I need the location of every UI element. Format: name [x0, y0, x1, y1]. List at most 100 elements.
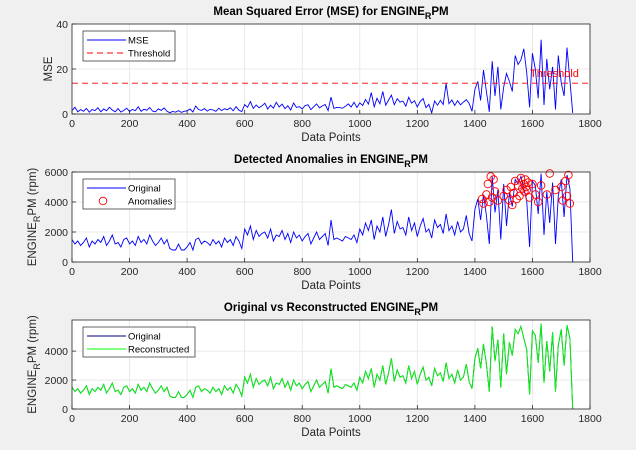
y-tick-label: 0 — [62, 257, 68, 269]
x-tick-label-text: 1000 — [348, 118, 372, 130]
legend: MSE Threshold — [82, 30, 176, 62]
x-tick-label: 1800 — [578, 266, 602, 278]
x-tick-label-text: 1200 — [406, 413, 430, 425]
y-tick-label: 2000 — [45, 227, 69, 239]
x-tick-label: 400 — [178, 118, 196, 130]
x-tick-label-text: 600 — [236, 266, 254, 278]
anomaly-marker — [502, 185, 511, 195]
y-tick-label: 6000 — [45, 167, 69, 179]
y-tick-label: 4000 — [45, 346, 69, 358]
legend-entry-text: Anomalies — [128, 197, 173, 208]
original-series-line — [72, 173, 574, 262]
legend-entry-label: Original — [128, 332, 161, 343]
legend-entry-text: Original — [128, 184, 161, 195]
legend-entry-text: Threshold — [128, 49, 170, 60]
anomaly-marker — [545, 169, 554, 178]
anomaly-marker — [565, 199, 575, 208]
anomaly-marker — [479, 199, 488, 208]
y-tick-label-text: 40 — [56, 19, 68, 31]
legend-entry-label: MSE — [128, 36, 149, 47]
x-tick-label-text: 1000 — [348, 266, 372, 278]
legend-box — [82, 326, 196, 358]
x-tick-label: 1000 — [348, 413, 372, 425]
x-tick-label: 1000 — [348, 266, 372, 278]
legend-box — [82, 30, 176, 62]
axes-border — [71, 319, 591, 410]
legend: Original Reconstructed — [82, 326, 196, 358]
legend-entry-text: Original — [128, 332, 161, 343]
subplot-2: 0 200 400 600 800 1000 1200 1400 1600 1800 0 2000 40… — [27, 154, 602, 292]
y-tick-label: 40 — [56, 19, 68, 31]
x-axis-label: Data Points — [301, 427, 361, 439]
x-tick-label-text: 0 — [69, 413, 75, 425]
reconstructed-series-line — [72, 323, 574, 409]
x-tick-label: 400 — [178, 413, 196, 425]
x-axis-label: Data Points — [301, 132, 361, 144]
x-tick-label: 600 — [236, 118, 254, 130]
plot-area — [72, 323, 574, 409]
anomaly-marker — [508, 200, 517, 210]
y-tick-label-text: 4000 — [45, 197, 69, 209]
x-tick-label: 1600 — [521, 413, 545, 425]
x-tick-label: 800 — [293, 118, 311, 130]
x-axis-label-text: Data Points — [301, 427, 361, 439]
y-tick-label: 4000 — [45, 197, 69, 209]
plot-area — [72, 39, 590, 114]
anomaly-marker — [536, 181, 546, 190]
x-tick-label: 1200 — [406, 266, 430, 278]
legend-entry-label: Reconstructed — [128, 345, 189, 356]
anomaly-marker — [477, 194, 487, 204]
x-tick-label-text: 1800 — [578, 413, 602, 425]
subplot-title-text: Detected Anomalies in ENGINE — [234, 154, 405, 166]
x-tick-label-text: 400 — [178, 118, 196, 130]
anomaly-marker — [512, 194, 521, 204]
x-tick-label-text: 600 — [236, 413, 254, 425]
legend: Original Anomalies — [82, 178, 176, 210]
y-tick-label-text: 2000 — [45, 375, 69, 387]
y-axis-label-text: ENGINE — [27, 222, 39, 266]
anomaly-marker — [523, 178, 533, 187]
x-tick-label: 1200 — [406, 413, 430, 425]
plot-area — [72, 173, 574, 262]
x-tick-label-text: 800 — [293, 118, 311, 130]
y-axis-label-subscript: R — [32, 215, 42, 222]
anomaly-marker — [483, 179, 493, 189]
y-axis-label-text: ENGINE — [27, 369, 39, 413]
y-tick-label-text: 4000 — [45, 346, 69, 358]
x-tick-label: 200 — [121, 266, 139, 278]
x-tick-label: 1400 — [463, 266, 487, 278]
x-tick-label: 200 — [121, 118, 139, 130]
anomaly-marker — [531, 190, 540, 199]
x-tick-label-text: 1400 — [463, 118, 487, 130]
anomaly-marker — [558, 196, 567, 205]
legend-entry-label: Threshold — [128, 49, 170, 60]
subplot-title: Original vs Reconstructed ENGINERPM — [224, 302, 438, 317]
y-tick-label: 0 — [62, 404, 68, 416]
anomaly-marker — [485, 197, 494, 207]
x-tick-label: 600 — [236, 413, 254, 425]
x-tick-label: 800 — [293, 413, 311, 425]
anomaly-marker — [513, 181, 523, 190]
legend-entry-label: Anomalies — [128, 197, 173, 208]
x-tick-label-text: 1200 — [406, 266, 430, 278]
x-tick-label-text: 0 — [69, 266, 75, 278]
x-tick-label: 0 — [69, 413, 75, 425]
subplot-title: Mean Squared Error (MSE) for ENGINERPM — [213, 6, 448, 21]
x-tick-label-text: 1400 — [463, 266, 487, 278]
x-tick-label: 800 — [293, 266, 311, 278]
y-tick-label: 0 — [62, 109, 68, 121]
threshold-annotation: Threshold — [530, 68, 579, 80]
legend-entry-text: MSE — [128, 36, 149, 47]
x-tick-label-text: 0 — [69, 118, 75, 130]
x-tick-label: 1800 — [578, 118, 602, 130]
x-tick-label-text: 1800 — [578, 118, 602, 130]
subplot-title-suffix: PM — [421, 302, 438, 314]
subplot-title-text: Original vs Reconstructed ENGINE — [224, 302, 415, 314]
x-tick-label: 1800 — [578, 413, 602, 425]
x-tick-label: 1000 — [348, 118, 372, 130]
mse-series-line — [72, 39, 574, 114]
subplot-title-subscript: R — [414, 307, 421, 317]
y-axis-label: MSE — [43, 56, 55, 81]
legend-marker-anomaly — [98, 196, 108, 206]
